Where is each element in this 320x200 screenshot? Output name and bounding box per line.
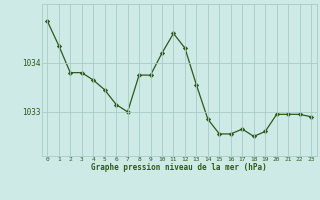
- X-axis label: Graphe pression niveau de la mer (hPa): Graphe pression niveau de la mer (hPa): [91, 163, 267, 172]
